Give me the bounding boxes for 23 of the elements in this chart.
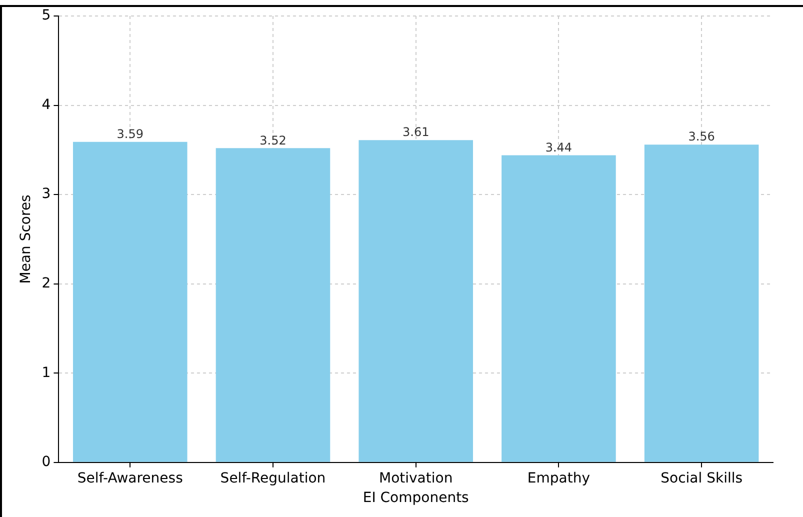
y-tick-label: 3 [42,186,51,202]
y-tick-label: 2 [42,275,51,292]
bar [502,155,616,462]
bar [644,144,759,462]
data-label: 3.56 [688,130,715,144]
data-label: 3.59 [116,127,144,142]
y-tick-label: 0 [42,454,51,470]
x-tick-label: Self-Regulation [220,470,326,486]
x-axis-title: EI Components [362,490,469,506]
x-tick-label: Empathy [527,470,590,486]
y-tick-label: 5 [42,8,51,24]
data-label: 3.44 [545,140,572,154]
y-tick-label: 4 [42,96,51,113]
data-label: 3.52 [260,133,286,148]
data-label: 3.61 [402,125,430,140]
bar [216,148,330,462]
bar [72,142,188,462]
y-tick-label: 1 [42,364,51,381]
x-tick-label: Self-Awareness [77,470,183,486]
bar [358,140,473,462]
x-tick-label: Motivation [378,470,453,486]
x-tick-label: Social Skills [660,470,743,486]
y-axis-title: Mean Scores [18,194,34,284]
